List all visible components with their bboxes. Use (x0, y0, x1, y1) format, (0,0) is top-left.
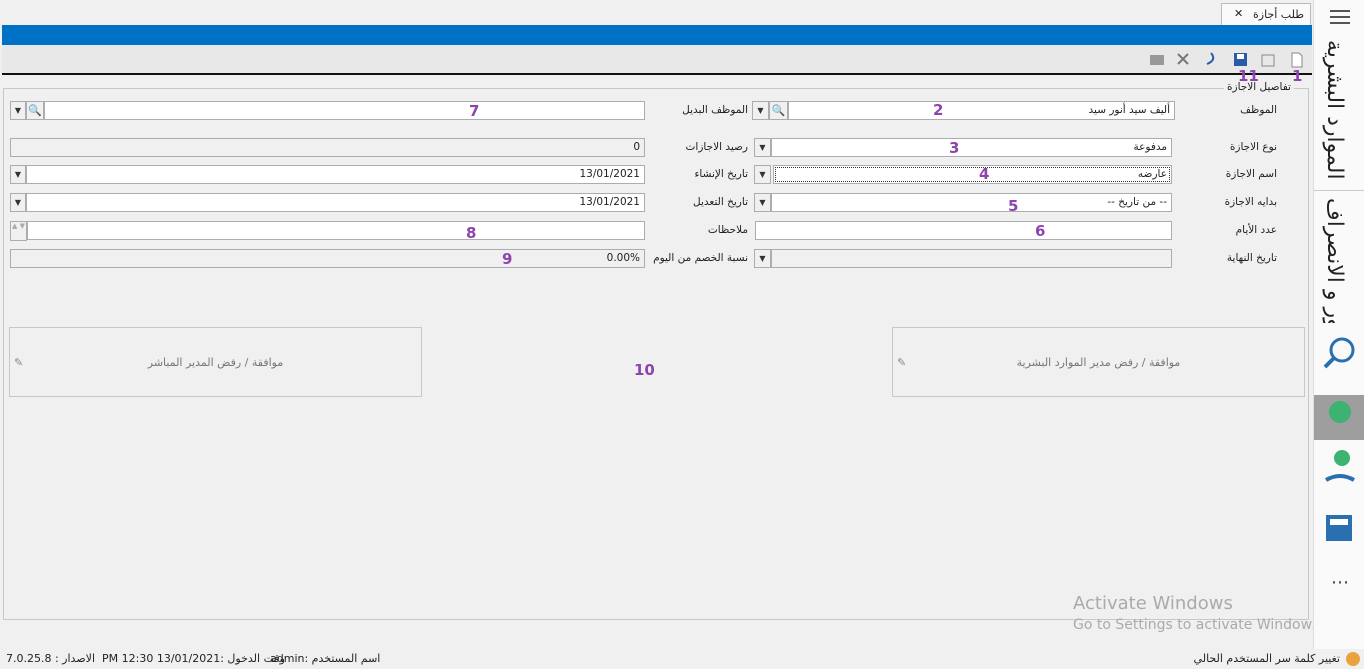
annotation: 11 (1238, 67, 1259, 85)
text-input[interactable] (27, 221, 645, 240)
annotation: 4 (979, 165, 990, 183)
annotation: 8 (466, 224, 477, 242)
toolbar-icons[interactable] (1142, 50, 1312, 70)
annotation: 10 (634, 361, 655, 379)
field-label: الموظف البديل (682, 104, 748, 116)
dropdown-button[interactable]: ▼ (10, 165, 26, 184)
sidebar-icons[interactable]: ⋯ (1314, 330, 1364, 610)
sidebar: الموارد البشرية الحضور و الانصراف ⋯ (1313, 0, 1364, 649)
svg-text:⋯: ⋯ (1331, 572, 1349, 593)
field-label: ملاحظات (707, 224, 748, 236)
watermark-title: Activate Windows (1073, 593, 1233, 614)
text-input[interactable]: أليف سيد أنور سيد (788, 101, 1175, 120)
sidebar-section[interactable]: الحضور و الانصراف (1322, 198, 1347, 323)
field-label: بدايه الاجازة (1224, 196, 1277, 208)
field-label: رصيد الاجازات (685, 141, 748, 153)
approval-icon: ✎ (14, 356, 24, 369)
dropdown-button[interactable]: ▼ (10, 193, 26, 212)
text-input[interactable] (44, 101, 645, 120)
field-label: نوع الاجازة (1229, 141, 1277, 153)
watermark-subtitle: Go to Settings to activate Windows. (1073, 617, 1324, 633)
header-bar (2, 25, 1312, 45)
field-label: تاريخ النهاية (1226, 252, 1277, 264)
annotation: 2 (933, 101, 944, 119)
tab[interactable]: ✕ طلب أجازة (1221, 3, 1311, 25)
user-icon (1346, 652, 1360, 666)
field-label: نسبة الخصم من اليوم (653, 252, 748, 264)
group-box (3, 88, 1309, 620)
dropdown-button[interactable]: ▼ (754, 193, 771, 212)
group-title: تفاصيل الاجازة (1224, 81, 1294, 93)
status-user: اسم المستخدم :admin (270, 652, 381, 665)
approval-label: موافقة / رفض المدير المباشر (147, 356, 284, 369)
text-input[interactable]: 0 (10, 138, 645, 157)
text-input[interactable]: مدفوعة (771, 138, 1172, 157)
dropdown-button[interactable]: ▼ (752, 101, 769, 120)
field-label: الموظف (1240, 104, 1277, 116)
annotation: 1 (1292, 67, 1303, 85)
annotation: 5 (1008, 197, 1019, 215)
search-button[interactable]: 🔍 (26, 101, 44, 120)
text-input[interactable]: عارضه (773, 165, 1172, 184)
annotation: 3 (949, 139, 960, 157)
approval-label: موافقة / رفض مدير الموارد البشرية (1016, 356, 1181, 369)
text-input[interactable]: -- من تاريخ -- (771, 193, 1172, 212)
field-label: عدد الأيام (1235, 224, 1277, 236)
search-button[interactable]: 🔍 (769, 101, 788, 120)
dropdown-button[interactable]: ▼ (10, 101, 26, 120)
spinner[interactable]: ▲ ▼ (10, 221, 27, 241)
annotation: 6 (1035, 222, 1046, 240)
approval-button[interactable]: موافقة / رفض مدير الموارد البشرية ✎ (892, 327, 1305, 397)
annotation: 9 (502, 250, 513, 268)
dropdown-button[interactable]: ▼ (754, 165, 771, 184)
text-input[interactable]: 13/01/2021 (26, 165, 645, 184)
approval-icon: ✎ (897, 356, 907, 369)
annotation: 7 (469, 102, 480, 120)
tab-title: طلب أجازة (1253, 8, 1304, 21)
sidebar-section[interactable]: الموارد البشرية (1322, 40, 1347, 180)
status-login: وقت الدخول :13/01/2021 12:30 PM (102, 652, 285, 665)
tab-close[interactable]: ✕ (1234, 7, 1244, 20)
text-input[interactable]: 0.00% (10, 249, 645, 268)
text-input[interactable] (771, 249, 1172, 268)
field-label: اسم الاجازة (1225, 168, 1277, 180)
toolbar (2, 45, 1312, 75)
field-label: تاريخ التعديل (693, 196, 748, 208)
dropdown-button[interactable]: ▼ (754, 249, 771, 268)
field-label: تاريخ الإنشاء (694, 168, 748, 180)
change-password[interactable]: تغيير كلمة سر المستخدم الحالي (1193, 652, 1340, 665)
status-version: الاصدار : 7.0.25.8 (6, 652, 95, 665)
status-bar: تغيير كلمة سر المستخدم الحالي اسم المستخ… (0, 649, 1364, 669)
text-input[interactable]: 13/01/2021 (26, 193, 645, 212)
approval-button[interactable]: موافقة / رفض المدير المباشر ✎ (9, 327, 422, 397)
separator (1314, 190, 1364, 191)
menu-icon[interactable] (1330, 10, 1350, 24)
dropdown-button[interactable]: ▼ (754, 138, 771, 157)
text-input[interactable] (755, 221, 1172, 240)
